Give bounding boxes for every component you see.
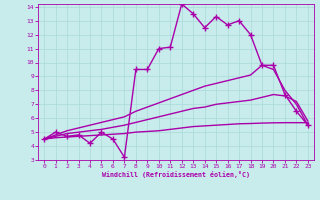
X-axis label: Windchill (Refroidissement éolien,°C): Windchill (Refroidissement éolien,°C) xyxy=(102,171,250,178)
